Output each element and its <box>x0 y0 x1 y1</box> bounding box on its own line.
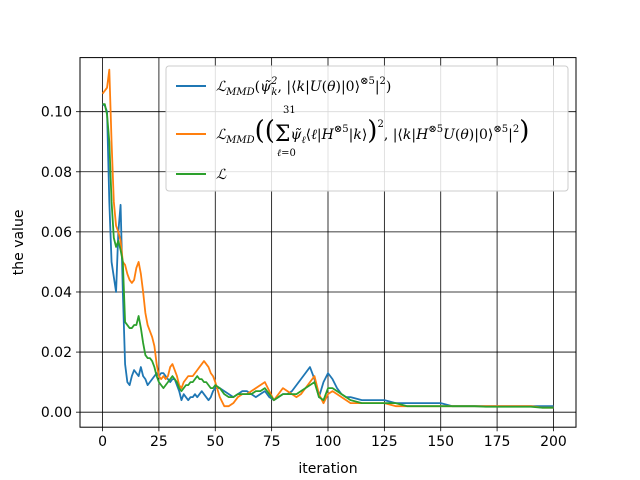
x-tick-label: 0 <box>98 434 107 450</box>
series-line-1 <box>102 103 554 408</box>
y-tick-label: 0.08 <box>41 165 72 181</box>
x-tick-label: 50 <box>206 434 224 450</box>
x-axis-label: iteration <box>298 461 357 477</box>
legend-box <box>165 65 569 192</box>
ticks: 0 25 50 75 100 125 150 175 200 0.00 0.02 0.04 0.06 0.… <box>41 105 567 451</box>
y-tick-label: 0.00 <box>41 405 72 421</box>
x-tick-label: 125 <box>371 434 398 450</box>
y-tick-label: 0.10 <box>41 105 72 121</box>
y-axis-label: the value <box>11 210 27 276</box>
x-tick-label: 75 <box>263 434 281 450</box>
x-tick-label: 200 <box>540 434 567 450</box>
x-tick-label: 175 <box>484 434 511 450</box>
legend-label-1: ℒMMD(ψ̃2 k, |⟨k|U(θ)|0⟩⊗5|2) <box>216 76 391 98</box>
legend-sum-lower: ℓ=0 <box>277 148 296 159</box>
y-tick-label: 0.04 <box>41 285 72 301</box>
x-tick-label: 100 <box>315 434 342 450</box>
legend: ℒMMD(ψ̃2 k, |⟨k|U(θ)|0⟩⊗5|2) ℒMMD((Σψ̃ℓ⟨ℓ… <box>165 65 569 192</box>
x-tick-label: 25 <box>150 434 168 450</box>
y-tick-label: 0.06 <box>41 225 72 241</box>
legend-sum-upper: 31 <box>283 105 296 116</box>
series-line-3 <box>102 103 554 409</box>
legend-label-3: ℒ <box>216 167 227 183</box>
y-tick-label: 0.02 <box>41 345 72 361</box>
series-group <box>101 68 554 409</box>
x-tick-label: 150 <box>427 434 454 450</box>
